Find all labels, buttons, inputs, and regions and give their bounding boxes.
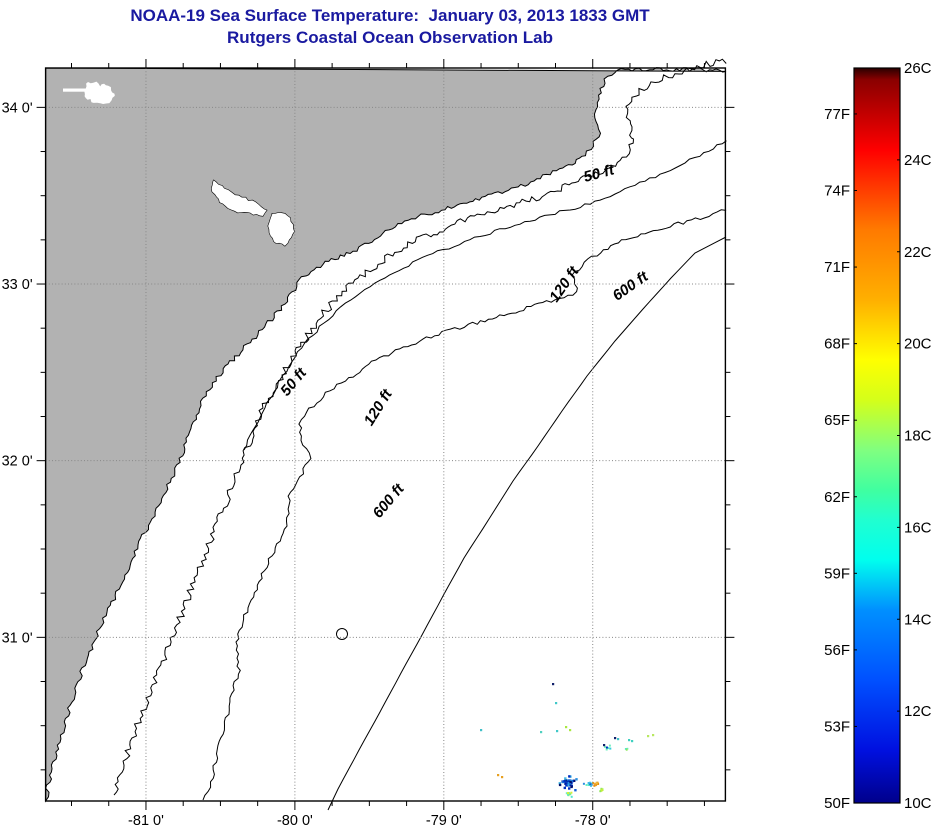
svg-text:34 0': 34 0' xyxy=(2,100,33,116)
svg-text:20C: 20C xyxy=(904,336,932,353)
svg-text:77F: 77F xyxy=(824,106,850,123)
svg-text:68F: 68F xyxy=(824,336,850,353)
svg-text:50F: 50F xyxy=(824,795,850,812)
svg-text:18C: 18C xyxy=(904,428,932,445)
svg-text:-81 0': -81 0' xyxy=(128,813,164,829)
svg-text:14C: 14C xyxy=(904,611,932,628)
svg-text:24C: 24C xyxy=(904,152,932,169)
svg-text:74F: 74F xyxy=(824,183,850,200)
svg-text:33 0': 33 0' xyxy=(2,277,33,293)
svg-text:65F: 65F xyxy=(824,412,850,429)
svg-text:10C: 10C xyxy=(904,795,932,812)
svg-text:16C: 16C xyxy=(904,519,932,536)
svg-text:53F: 53F xyxy=(824,718,850,735)
svg-text:59F: 59F xyxy=(824,565,850,582)
svg-text:-79 0': -79 0' xyxy=(426,813,462,829)
svg-text:56F: 56F xyxy=(824,642,850,659)
svg-text:12C: 12C xyxy=(904,703,932,720)
svg-text:31 0': 31 0' xyxy=(2,630,33,646)
svg-text:22C: 22C xyxy=(904,244,932,261)
svg-text:-80 0': -80 0' xyxy=(277,813,313,829)
svg-text:26C: 26C xyxy=(904,60,932,77)
svg-text:71F: 71F xyxy=(824,259,850,276)
svg-text:-78 0': -78 0' xyxy=(575,813,611,829)
svg-text:62F: 62F xyxy=(824,489,850,506)
svg-text:32 0': 32 0' xyxy=(2,454,33,470)
